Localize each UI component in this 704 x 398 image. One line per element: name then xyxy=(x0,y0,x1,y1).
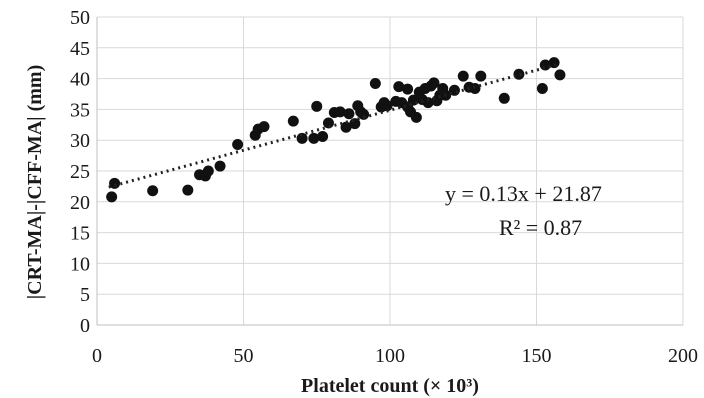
data-point xyxy=(410,111,422,123)
data-point xyxy=(109,177,121,189)
data-point xyxy=(258,121,270,133)
x-tick-labels: 0 50 100 150 200 xyxy=(92,345,698,367)
y-tick-label: 25 xyxy=(70,161,90,183)
x-axis-title: Platelet count (× 10³) xyxy=(301,375,479,397)
y-tick-label: 15 xyxy=(70,223,90,245)
data-point xyxy=(106,191,118,203)
data-point xyxy=(393,81,405,93)
trendline-equation: y = 0.13x + 21.87 xyxy=(445,181,602,206)
y-tick-label: 40 xyxy=(70,69,90,91)
data-point xyxy=(513,68,525,80)
x-tick-label: 150 xyxy=(522,345,552,367)
x-tick-label: 200 xyxy=(668,345,698,367)
x-tick-label: 0 xyxy=(92,345,102,367)
data-point xyxy=(296,132,308,144)
data-point xyxy=(536,82,548,94)
data-point xyxy=(182,184,194,196)
trendline xyxy=(108,62,561,189)
y-tick-label: 20 xyxy=(70,192,90,214)
data-point xyxy=(428,77,440,89)
data-point xyxy=(498,92,510,104)
r-squared-label: R² = 0.87 xyxy=(499,215,582,240)
data-point xyxy=(340,121,352,133)
data-point xyxy=(317,131,329,143)
gridlines xyxy=(97,16,684,325)
data-point xyxy=(358,108,370,120)
data-point xyxy=(539,59,551,71)
data-point xyxy=(369,78,381,90)
y-tick-labels: 0 5 10 15 20 25 30 35 40 45 50 xyxy=(70,7,90,337)
y-axis-title: |CRT-MA|-|CFF-MA| (mm) xyxy=(24,65,46,299)
data-points xyxy=(106,57,566,203)
y-tick-label: 35 xyxy=(70,99,90,121)
axes xyxy=(96,17,683,326)
y-tick-label: 30 xyxy=(70,130,90,152)
data-point xyxy=(343,108,355,120)
data-point xyxy=(232,139,244,151)
data-point xyxy=(548,57,560,69)
data-point xyxy=(475,70,487,82)
x-tick-label: 50 xyxy=(234,345,254,367)
data-point xyxy=(311,100,323,112)
data-point xyxy=(287,115,299,127)
data-point xyxy=(214,160,226,172)
x-tick-label: 100 xyxy=(375,345,405,367)
data-point xyxy=(381,100,393,112)
y-tick-label: 50 xyxy=(70,7,90,29)
y-tick-label: 10 xyxy=(70,253,90,275)
data-point xyxy=(402,83,414,95)
y-tick-label: 0 xyxy=(80,315,90,337)
y-tick-label: 45 xyxy=(70,38,90,60)
data-point xyxy=(202,165,214,177)
data-point xyxy=(422,97,434,109)
y-tick-label: 5 xyxy=(80,284,90,306)
data-point xyxy=(322,117,334,129)
data-point xyxy=(308,132,320,144)
data-point xyxy=(554,69,566,81)
data-point xyxy=(147,185,159,197)
data-point xyxy=(334,106,346,118)
data-point xyxy=(457,70,469,82)
